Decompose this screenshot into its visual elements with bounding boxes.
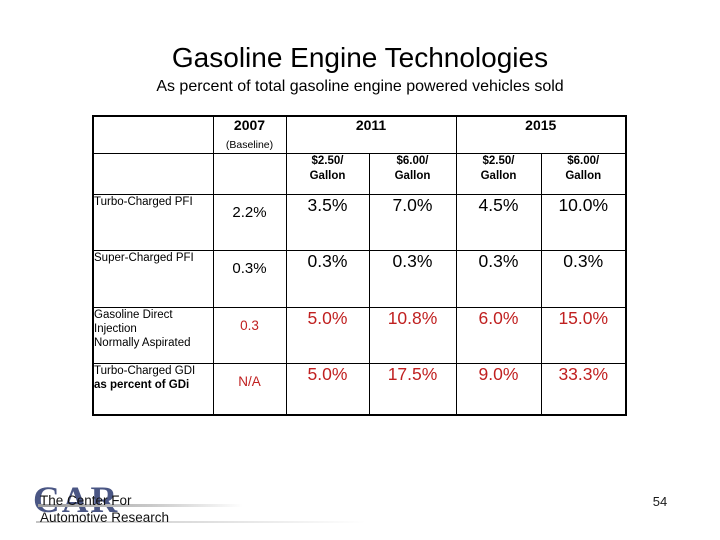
page-number: 54 <box>652 494 668 509</box>
value-cell: 9.0% <box>455 363 542 415</box>
slide-title: Gasoline Engine Technologies <box>171 42 549 73</box>
value-cell: 3.5% <box>285 194 370 251</box>
empty-cell <box>212 153 287 195</box>
row-label-line: Super-Charged PFI <box>94 252 194 264</box>
year-2011-cell: 2011 <box>285 115 457 154</box>
row-label-line: Gasoline Direct Injection <box>94 309 173 335</box>
table-row-turbo-charged-gdi: Turbo-Charged GDI as percent of GDi N/A … <box>92 363 627 415</box>
row-label-line: Turbo-Charged GDI <box>94 365 196 377</box>
price-header-2015-250: $2.50/ Gallon <box>455 153 542 195</box>
corner-cell <box>92 115 214 154</box>
table-row-turbo-charged-pfi: Turbo-Charged PFI 2.2% 3.5% 7.0% 4.5% 10… <box>92 194 627 251</box>
baseline-label: (Baseline) <box>225 139 274 151</box>
value-cell: 0.3% <box>285 250 370 308</box>
row-label: Turbo-Charged GDI as percent of GDi <box>92 363 214 415</box>
value-cell: 15.0% <box>540 307 627 364</box>
empty-cell <box>92 153 214 195</box>
price-line: $6.00/ <box>396 155 429 167</box>
price-line: Gallon <box>394 170 431 182</box>
year-2007-cell: 2007 (Baseline) <box>212 115 287 154</box>
value-cell: 10.8% <box>368 307 457 364</box>
gasoline-technologies-table: 2007 (Baseline) 2011 2015 $2.50/ Gallon … <box>92 115 627 416</box>
price-line: Gallon <box>309 170 346 182</box>
value-cell: 5.0% <box>285 307 370 364</box>
row-label-line: Turbo-Charged PFI <box>94 196 193 208</box>
year-2007-label: 2007 <box>233 117 266 133</box>
price-header-2011-600: $6.00/ Gallon <box>368 153 457 195</box>
footer-divider-line <box>38 504 243 507</box>
slide-subtitle: As percent of total gasoline engine powe… <box>156 78 564 95</box>
year-2011-label: 2011 <box>355 117 387 133</box>
year-header-row: 2007 (Baseline) 2011 2015 <box>92 115 627 154</box>
price-line: $2.50/ <box>311 155 344 167</box>
row-label: Turbo-Charged PFI <box>92 194 214 251</box>
value-cell: 0.3 <box>212 307 287 364</box>
price-line: $6.00/ <box>567 155 600 167</box>
year-2015-label: 2015 <box>525 117 557 133</box>
price-line: $2.50/ <box>482 155 515 167</box>
car-logo: CAR <box>33 480 120 521</box>
price-header-row: $2.50/ Gallon $6.00/ Gallon $2.50/ Gallo… <box>92 153 627 195</box>
table-row-gasoline-direct-injection: Gasoline Direct Injection Normally Aspir… <box>92 307 627 364</box>
price-line: Gallon <box>480 170 517 182</box>
year-2015-cell: 2015 <box>455 115 627 154</box>
value-cell: 2.2% <box>212 194 287 251</box>
value-cell: 4.5% <box>455 194 542 251</box>
org-name-line1: The Center For <box>40 493 132 508</box>
value-cell: 17.5% <box>368 363 457 415</box>
footer-divider-line-faint <box>36 521 366 523</box>
value-cell: 0.3% <box>540 250 627 308</box>
value-cell: 33.3% <box>540 363 627 415</box>
value-cell: 10.0% <box>540 194 627 251</box>
value-cell: 0.3% <box>455 250 542 308</box>
row-label: Super-Charged PFI <box>92 250 214 308</box>
price-line: Gallon <box>565 170 602 182</box>
row-label-line: Normally Aspirated <box>94 337 191 349</box>
org-name-line2: Automotive Research <box>40 510 170 525</box>
value-cell: 6.0% <box>455 307 542 364</box>
price-header-2011-250: $2.50/ Gallon <box>285 153 370 195</box>
row-label: Gasoline Direct Injection Normally Aspir… <box>92 307 214 364</box>
value-cell: 0.3% <box>368 250 457 308</box>
value-cell: N/A <box>212 363 287 415</box>
price-header-2015-600: $6.00/ Gallon <box>540 153 627 195</box>
footer: CAR The Center For Automotive Research <box>0 480 720 540</box>
table-row-super-charged-pfi: Super-Charged PFI 0.3% 0.3% 0.3% 0.3% 0.… <box>92 250 627 308</box>
row-label-line-bold: as percent of GDi <box>94 379 190 391</box>
value-cell: 5.0% <box>285 363 370 415</box>
value-cell: 0.3% <box>212 250 287 308</box>
value-cell: 7.0% <box>368 194 457 251</box>
